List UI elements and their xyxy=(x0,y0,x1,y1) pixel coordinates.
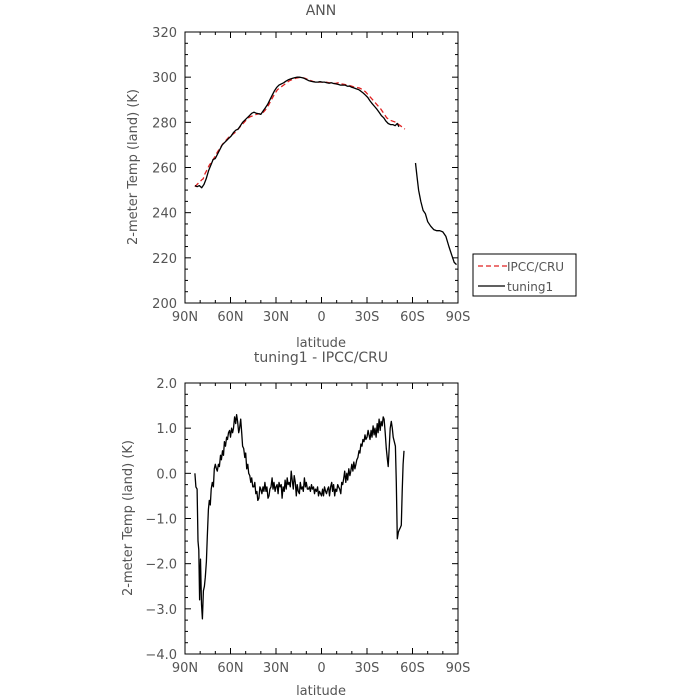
bottom-ytick-label: 2.0 xyxy=(156,377,177,392)
bottom-chart-ylabel: 2-meter Temp (land) (K) xyxy=(121,440,136,596)
bottom-ytick-label: −3.0 xyxy=(145,603,177,618)
top-xtick-label: 60N xyxy=(217,310,243,325)
bottom-ytick-label: 1.0 xyxy=(156,422,177,437)
top-series-1-line-0 xyxy=(194,76,400,189)
top-chart-xlabel: latitude xyxy=(296,336,346,351)
top-ytick-label: 220 xyxy=(152,252,177,267)
bottom-xtick-label: 60S xyxy=(400,661,425,676)
top-xtick-label: 90S xyxy=(446,310,471,325)
bottom-ytick-label: −1.0 xyxy=(145,513,177,528)
top-chart-series xyxy=(194,76,457,266)
top-ytick-label: 200 xyxy=(152,297,177,312)
legend: IPCC/CRU tuning1 xyxy=(472,253,577,297)
top-chart-title: ANN xyxy=(306,3,337,19)
top-series-1-line-1 xyxy=(414,162,457,266)
bottom-ytick-label: −2.0 xyxy=(145,558,177,573)
top-xtick-label: 0 xyxy=(317,310,325,325)
bottom-chart-axes: 90N 60N 30N 0 30S 60S 90S −4.0 −3.0 −2.0 −1.0 0.0 1.… xyxy=(145,377,470,676)
top-ytick-label: 260 xyxy=(152,162,177,177)
bottom-chart-xlabel: latitude xyxy=(296,684,346,699)
top-series-0-line-0 xyxy=(194,76,406,188)
legend-label-ipcc: IPCC/CRU xyxy=(507,260,564,274)
top-plot-frame xyxy=(184,31,459,304)
bottom-chart-title: tuning1 - IPCC/CRU xyxy=(254,350,388,366)
bottom-ytick-label: 0.0 xyxy=(156,467,177,482)
top-ytick-label: 280 xyxy=(152,116,177,131)
bottom-chart-series xyxy=(194,413,405,620)
bottom-xtick-label: 30S xyxy=(355,661,380,676)
legend-box xyxy=(472,253,577,297)
bottom-xtick-label: 0 xyxy=(317,661,325,676)
top-chart: ANN 90N 60N 30N 0 30S 60S 90S 200 220 240 260 280 30… xyxy=(126,3,577,351)
legend-label-tuning1: tuning1 xyxy=(507,280,553,294)
bottom-xtick-label: 90S xyxy=(446,661,471,676)
top-ytick-label: 240 xyxy=(152,207,177,222)
top-xtick-label: 90N xyxy=(172,310,198,325)
top-ytick-label: 320 xyxy=(152,26,177,41)
bottom-chart: tuning1 - IPCC/CRU 90N 60N 30N 0 30S 60S 90S −4… xyxy=(121,350,470,699)
bottom-plot-frame xyxy=(184,382,459,655)
top-ytick-label: 300 xyxy=(152,71,177,86)
top-xtick-label: 30N xyxy=(263,310,289,325)
top-xtick-label: 60S xyxy=(400,310,425,325)
top-chart-ylabel: 2-meter Temp (land) (K) xyxy=(126,89,141,245)
bottom-xtick-label: 90N xyxy=(172,661,198,676)
bottom-ytick-label: −4.0 xyxy=(145,648,177,663)
bottom-xtick-label: 30N xyxy=(263,661,289,676)
bottom-xtick-label: 60N xyxy=(217,661,243,676)
top-xtick-label: 30S xyxy=(355,310,380,325)
bottom-series-0-line-0 xyxy=(194,413,405,620)
top-chart-axes: 90N 60N 30N 0 30S 60S 90S 200 220 240 260 280 300 320 xyxy=(152,26,470,325)
